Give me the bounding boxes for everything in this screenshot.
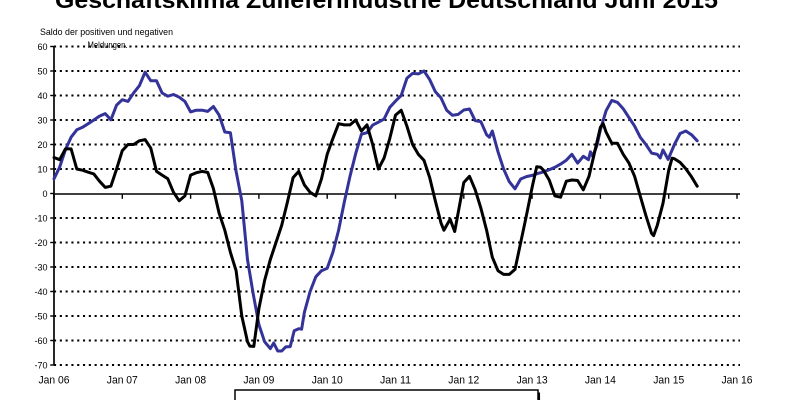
svg-text:Jan 14: Jan 14	[585, 375, 616, 387]
svg-text:Geschäftsklima Zulieferindustr: Geschäftsklima Zulieferindustrie Deutsch…	[55, 0, 718, 13]
svg-text:Saldo der positiven und negati: Saldo der positiven und negativen	[40, 27, 173, 37]
svg-text:-40: -40	[34, 287, 47, 297]
svg-text:Jan 11: Jan 11	[380, 375, 411, 387]
svg-text:Jan 10: Jan 10	[312, 375, 343, 387]
svg-text:40: 40	[37, 91, 47, 101]
svg-text:Jan 13: Jan 13	[517, 375, 548, 387]
svg-text:Jan 09: Jan 09	[243, 375, 274, 387]
svg-text:-60: -60	[34, 336, 47, 346]
svg-text:-10: -10	[34, 213, 47, 223]
svg-text:-20: -20	[34, 238, 47, 248]
svg-text:50: 50	[37, 66, 47, 76]
svg-text:Jan 16: Jan 16	[722, 375, 753, 387]
svg-text:Jan 06: Jan 06	[39, 375, 70, 387]
svg-text:10: 10	[37, 164, 47, 174]
svg-text:Jan 07: Jan 07	[107, 375, 138, 387]
svg-text:Jan 15: Jan 15	[653, 375, 684, 387]
svg-text:-30: -30	[34, 262, 47, 272]
svg-text:60: 60	[37, 42, 47, 52]
svg-text:30: 30	[37, 115, 47, 125]
svg-text:0: 0	[42, 189, 47, 199]
svg-text:Jan 08: Jan 08	[175, 375, 206, 387]
svg-text:-70: -70	[34, 360, 47, 370]
svg-text:Meldungen.: Meldungen.	[88, 40, 128, 50]
svg-text:Jan 12: Jan 12	[448, 375, 479, 387]
svg-text:-50: -50	[34, 311, 47, 321]
svg-text:20: 20	[37, 140, 47, 150]
